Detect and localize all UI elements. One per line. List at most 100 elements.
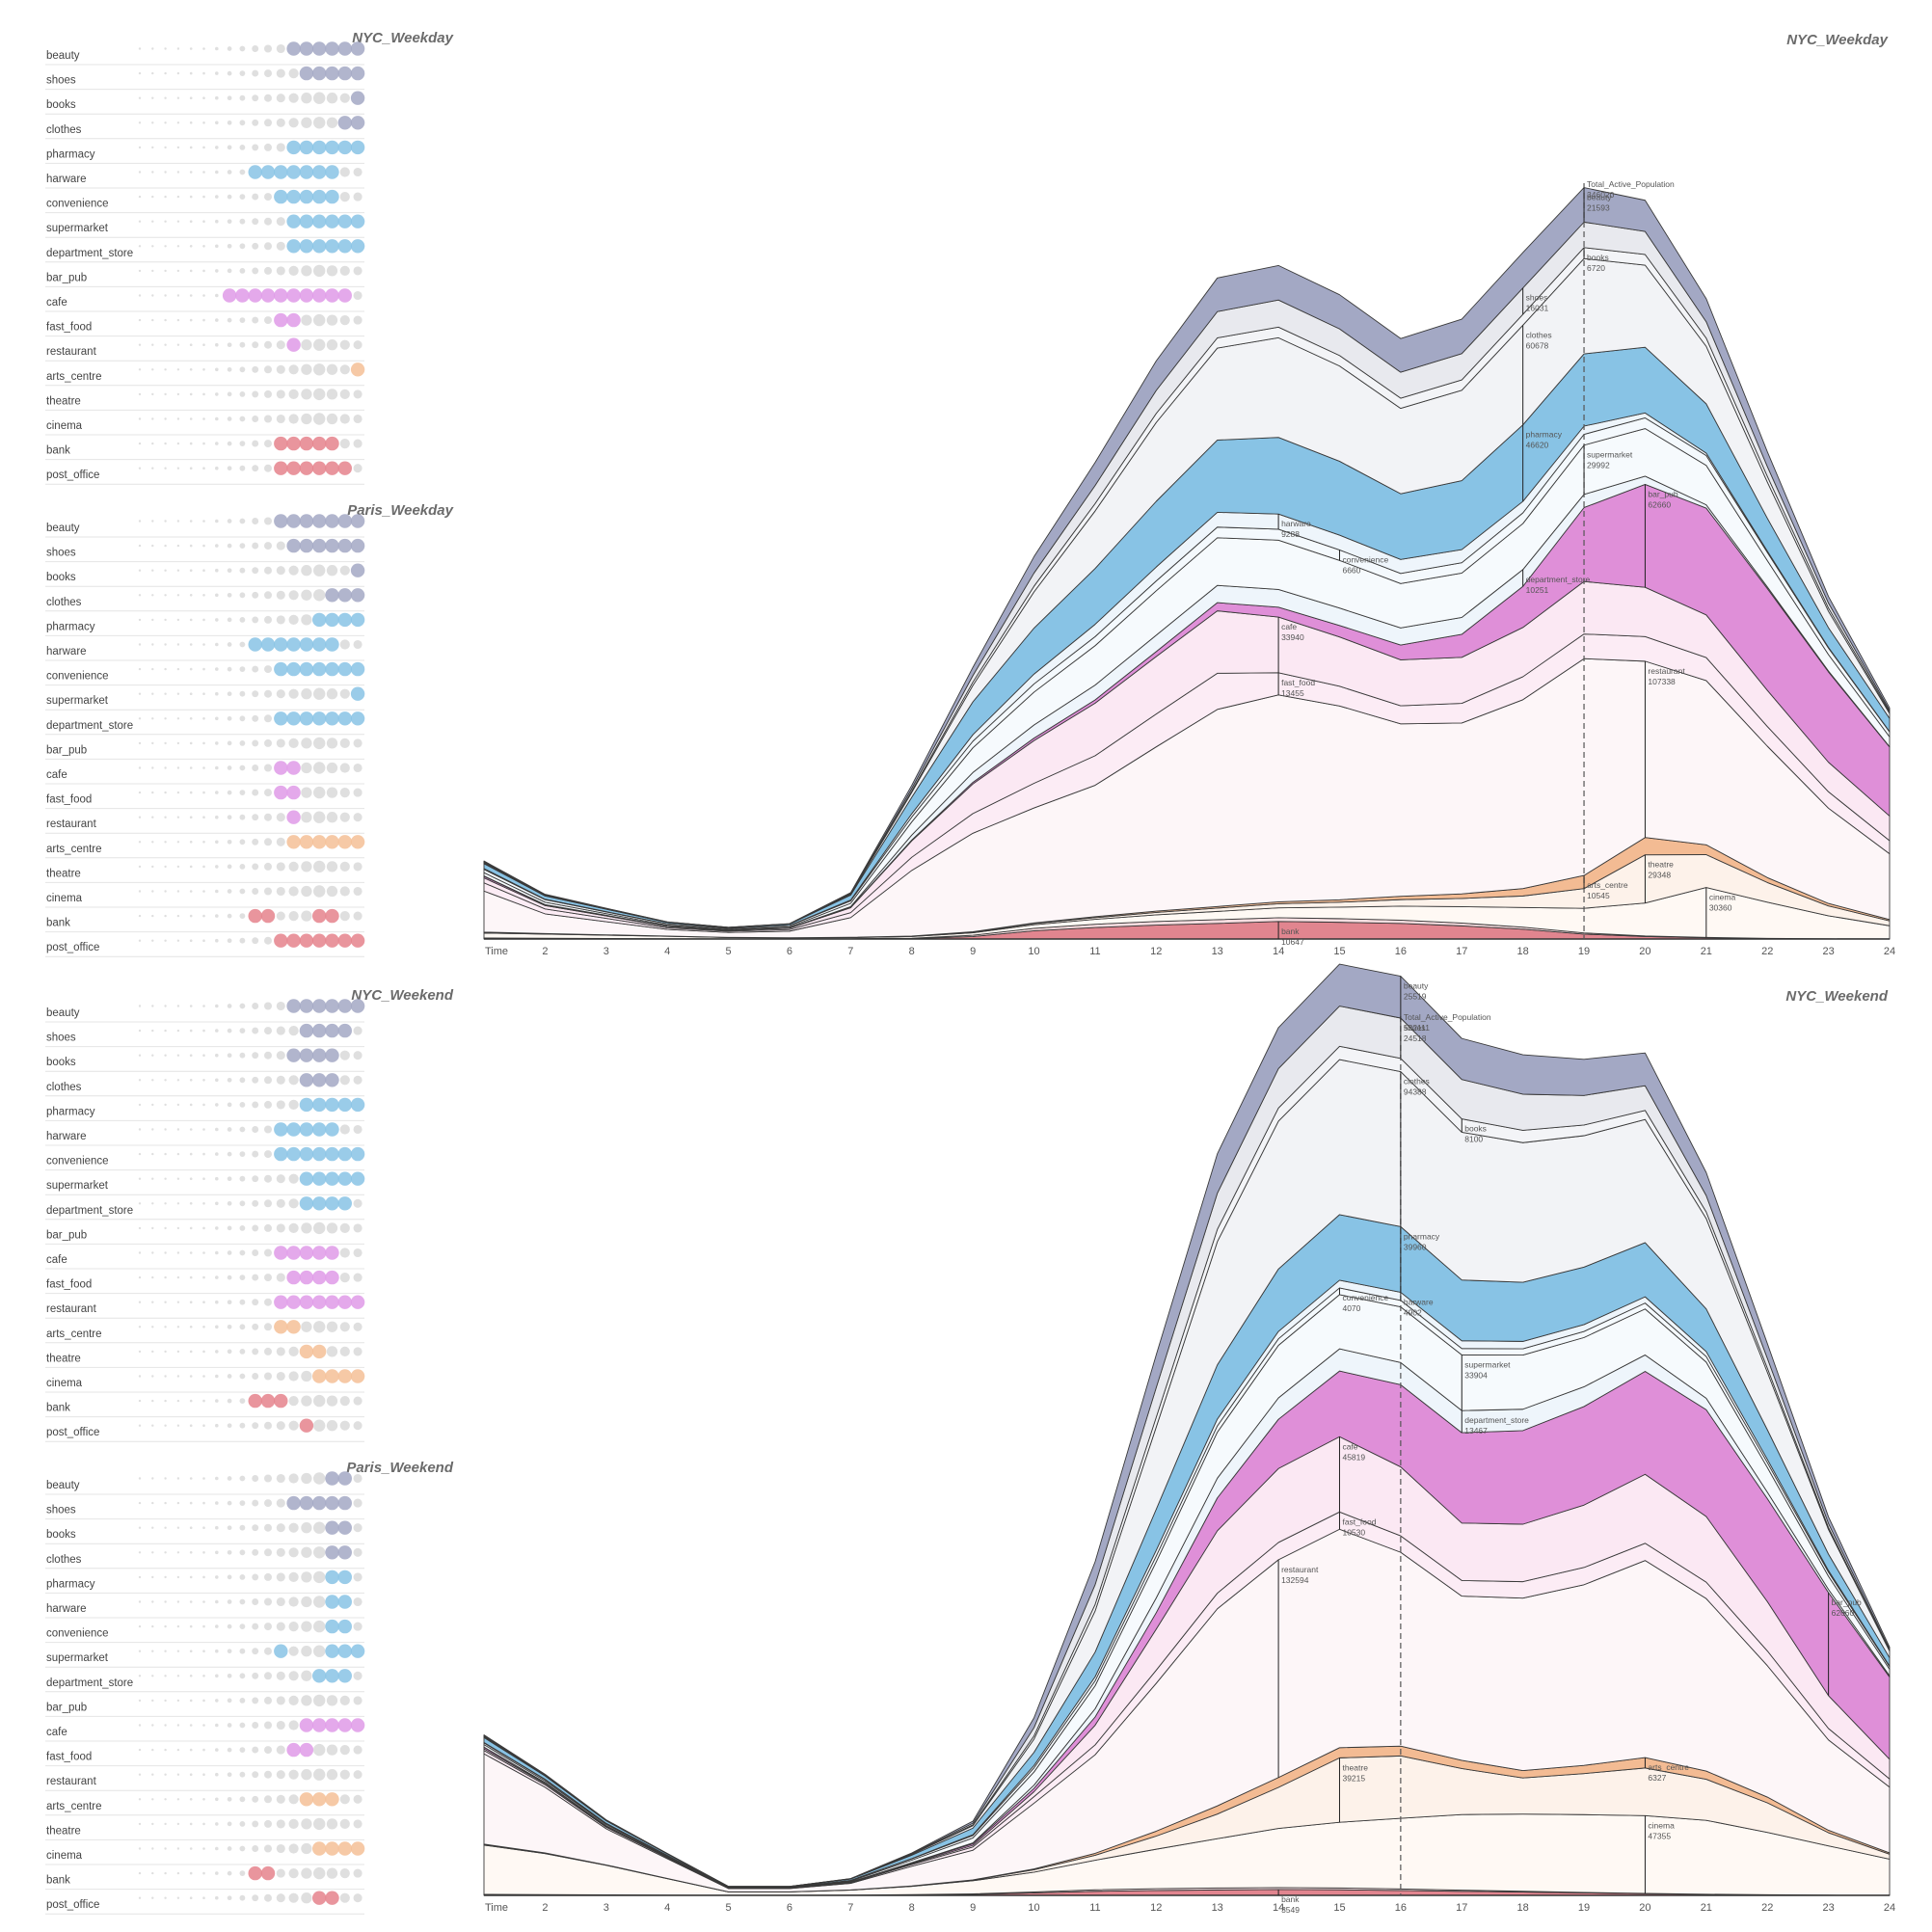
dot-theatre-2 bbox=[151, 1822, 154, 1826]
dot-theatre-9 bbox=[239, 1821, 246, 1827]
dot-pharmacy-4 bbox=[176, 1575, 180, 1579]
dot-theatre-18 bbox=[353, 389, 362, 399]
dot-clothes-16 bbox=[326, 117, 338, 128]
dot-fast_food-14 bbox=[301, 314, 312, 326]
dot-convenience-14 bbox=[299, 1146, 314, 1162]
dot-cafe-17 bbox=[337, 1718, 352, 1732]
dot-cinema-15 bbox=[313, 413, 326, 425]
dot-department_store-8 bbox=[227, 1200, 232, 1206]
annotation-name: cafe bbox=[1281, 622, 1297, 631]
category-label-cinema: cinema bbox=[46, 893, 83, 904]
dot-fast_food-11 bbox=[264, 316, 272, 325]
dot-harware-7 bbox=[215, 1599, 219, 1604]
dot-pharmacy-18 bbox=[353, 1572, 362, 1582]
dot-harware-17 bbox=[339, 1124, 350, 1135]
dot-convenience-1 bbox=[138, 667, 142, 671]
dot-beauty-3 bbox=[164, 1005, 167, 1007]
dot-bank-14 bbox=[301, 910, 312, 922]
dot-fast_food-6 bbox=[202, 318, 205, 322]
dot-arts_centre-5 bbox=[189, 368, 193, 371]
dot-supermarket-13 bbox=[288, 688, 299, 699]
dot-clothes-2 bbox=[151, 594, 154, 597]
dot-harware-13 bbox=[286, 637, 301, 652]
dot-cinema-6 bbox=[202, 417, 205, 420]
dot-restaurant-13 bbox=[286, 337, 301, 352]
dot-bank-12 bbox=[274, 1393, 288, 1409]
dot-cinema-11 bbox=[264, 415, 272, 423]
dot-supermarket-10 bbox=[252, 1175, 259, 1183]
dot-bar_pub-17 bbox=[339, 738, 350, 749]
dot-clothes-8 bbox=[227, 1549, 232, 1555]
dot-books-14 bbox=[301, 93, 312, 104]
dot-department_store-9 bbox=[239, 1200, 246, 1207]
annotation-value: 10530 bbox=[1342, 1527, 1365, 1537]
dot-cinema-17 bbox=[339, 886, 350, 897]
dot-beauty-5 bbox=[189, 1477, 193, 1480]
dot-post_office-4 bbox=[176, 1896, 180, 1899]
dot-post_office-6 bbox=[202, 939, 205, 942]
dot-arts_centre-13 bbox=[288, 364, 299, 375]
category-label-shoes: shoes bbox=[46, 1505, 76, 1516]
dot-books-18 bbox=[353, 1523, 362, 1533]
dot-bank-11 bbox=[260, 1865, 276, 1881]
dot-cinema-8 bbox=[227, 889, 232, 894]
category-label-cafe: cafe bbox=[46, 1727, 67, 1738]
annotation-value: 29348 bbox=[1648, 871, 1671, 880]
dot-beauty-9 bbox=[239, 45, 246, 52]
dot-bank-5 bbox=[189, 442, 193, 445]
dot-harware-3 bbox=[164, 643, 167, 646]
annotation-value: 47355 bbox=[1648, 1831, 1671, 1840]
dot-cinema-7 bbox=[215, 416, 219, 421]
dot-books-1 bbox=[138, 96, 142, 99]
annotation-name: bar_pub bbox=[1832, 1597, 1862, 1607]
category-label-arts_centre: arts_centre bbox=[46, 371, 102, 383]
dot-theatre-15 bbox=[313, 1817, 326, 1831]
x-tick-label: 21 bbox=[1701, 1902, 1712, 1914]
dot-cinema-13 bbox=[288, 886, 299, 897]
dot-pharmacy-14 bbox=[299, 140, 314, 155]
dot-cafe-10 bbox=[252, 1722, 259, 1729]
dot-pharmacy-16 bbox=[325, 140, 339, 155]
category-label-convenience: convenience bbox=[46, 199, 109, 210]
dot-theatre-4 bbox=[176, 1822, 180, 1826]
x-tick-label: 6 bbox=[787, 946, 792, 957]
dot-shoes-4 bbox=[176, 71, 180, 75]
annotation-value: 107338 bbox=[1648, 677, 1676, 686]
dot-beauty-10 bbox=[252, 1003, 259, 1009]
dot-department_store-1 bbox=[138, 1675, 142, 1677]
dot-books-9 bbox=[239, 1524, 246, 1531]
dot-books-2 bbox=[151, 1526, 154, 1529]
dot-beauty-15 bbox=[312, 41, 327, 56]
dot-clothes-10 bbox=[252, 1548, 259, 1556]
dot-cinema-7 bbox=[215, 1846, 219, 1851]
dot-harware-2 bbox=[151, 1600, 154, 1603]
dot-restaurant-8 bbox=[227, 1300, 232, 1305]
dot-restaurant-13 bbox=[286, 1295, 301, 1309]
dot-books-4 bbox=[176, 1526, 180, 1529]
dot-convenience-7 bbox=[215, 1152, 219, 1156]
category-label-beauty: beauty bbox=[46, 50, 80, 62]
dot-department_store-10 bbox=[252, 1672, 259, 1679]
dot-bank-13 bbox=[288, 1868, 299, 1879]
dot-post_office-10 bbox=[252, 937, 259, 945]
dot-cafe-6 bbox=[202, 1724, 205, 1727]
dot-supermarket-9 bbox=[239, 1175, 246, 1182]
dot-shoes-18 bbox=[353, 1498, 362, 1508]
dot-post_office-15 bbox=[313, 1419, 326, 1432]
dot-convenience-16 bbox=[325, 661, 339, 677]
dot-supermarket-6 bbox=[202, 220, 205, 223]
dot-department_store-8 bbox=[227, 243, 232, 249]
dot-bank-14 bbox=[299, 436, 314, 451]
dot-supermarket-5 bbox=[189, 220, 193, 223]
dot-department_store-2 bbox=[151, 245, 154, 248]
dot-beauty-4 bbox=[176, 1005, 180, 1007]
dot-cinema-12 bbox=[276, 414, 285, 424]
dot-books-5 bbox=[189, 1526, 193, 1529]
dot-theatre-7 bbox=[215, 865, 219, 869]
dot-post_office-16 bbox=[325, 461, 339, 475]
dot-convenience-15 bbox=[312, 189, 327, 204]
dot-plot-panels: NYC_Weekdaybeautyshoesbooksclothespharma… bbox=[45, 30, 454, 1915]
dot-bank-9 bbox=[239, 441, 246, 446]
category-label-department_store: department_store bbox=[46, 1205, 133, 1217]
dot-books-14 bbox=[301, 1522, 312, 1534]
